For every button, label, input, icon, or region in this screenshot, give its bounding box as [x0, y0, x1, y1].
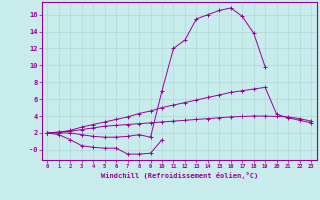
X-axis label: Windchill (Refroidissement éolien,°C): Windchill (Refroidissement éolien,°C)	[100, 172, 258, 179]
